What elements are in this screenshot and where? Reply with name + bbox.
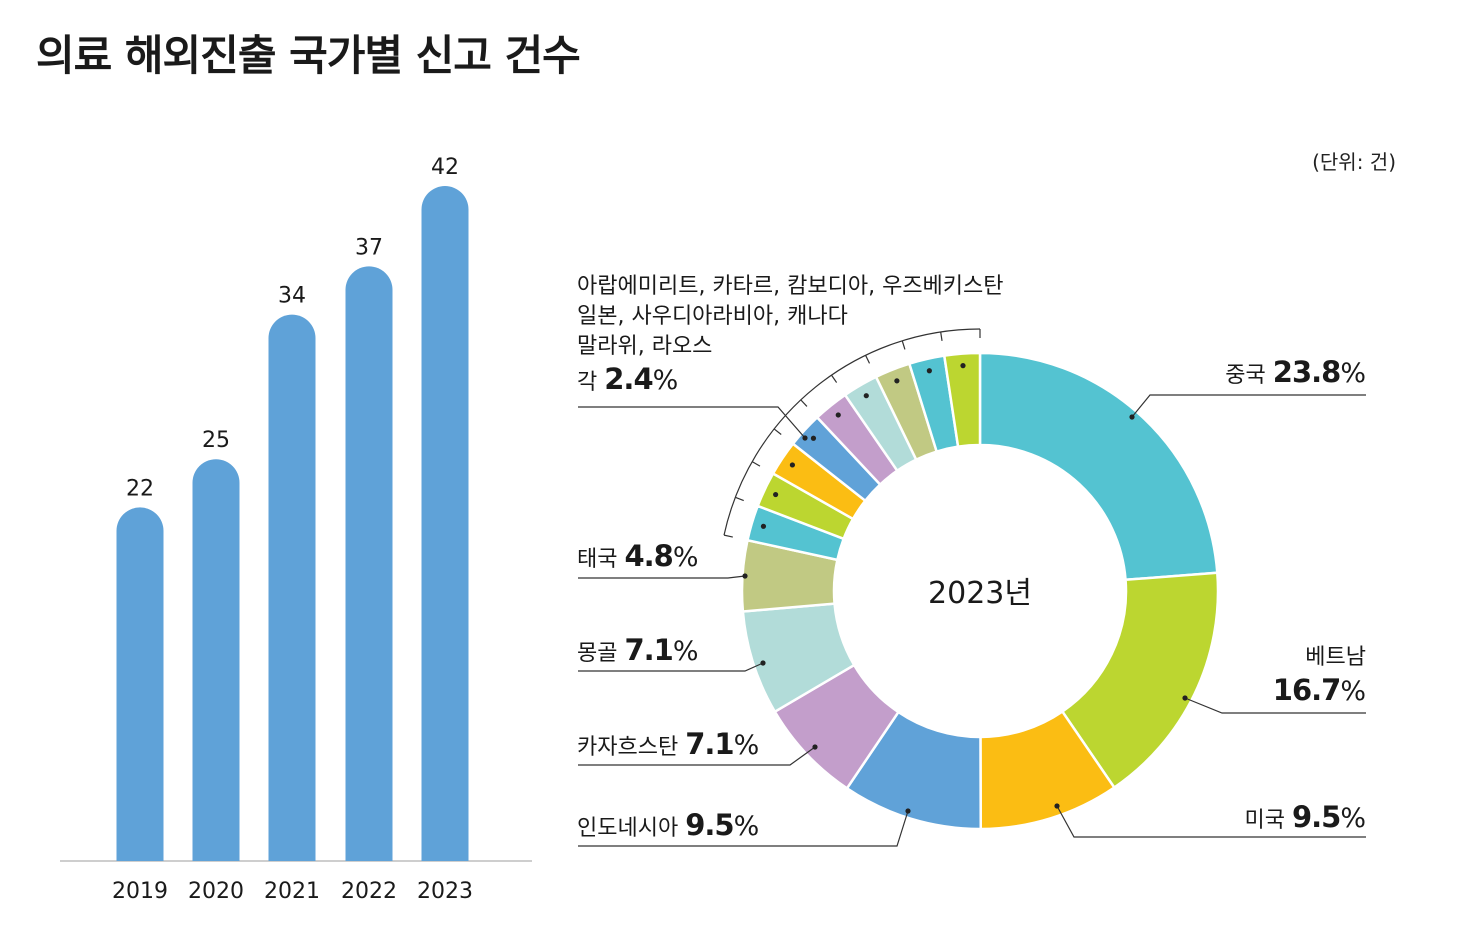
leader-line-thailand — [578, 575, 746, 579]
bar-value-label: 22 — [126, 476, 154, 501]
group-bracket-tick — [735, 496, 744, 502]
group-label: 아랍에미리트, 카타르, 캄보디아, 우즈베키스탄 일본, 사우디아라비아, 캐… — [577, 272, 1004, 398]
leader-dot — [773, 491, 779, 498]
label-pct: 16.7 — [1272, 673, 1342, 707]
leader-line-vietnam — [1184, 697, 1366, 714]
leader-dot — [812, 744, 818, 750]
leader-dot — [894, 378, 900, 384]
leader-dot — [926, 368, 932, 374]
label-usa: 미국 9.5% — [1150, 803, 1366, 835]
label-name: 미국 — [1244, 808, 1285, 833]
group-bracket-tick — [751, 461, 761, 467]
label-mongolia: 몽골 7.1% — [577, 636, 699, 668]
label-pct: 9.5 — [1291, 800, 1341, 834]
label-name: 인도네시아 — [577, 816, 679, 841]
group-bracket-tick — [723, 534, 733, 538]
group-bracket-tick — [831, 374, 838, 383]
unit-label: (단위: 건) — [1312, 150, 1396, 174]
leader-dot — [789, 462, 796, 468]
label-thailand: 태국 4.8% — [577, 542, 699, 574]
page-title: 의료 해외진출 국가별 신고 건수 — [36, 31, 581, 80]
percent-sign: % — [652, 365, 679, 396]
percent-sign: % — [1340, 358, 1366, 389]
label-name: 중국 — [1225, 363, 1266, 388]
group-bracket-tick — [940, 331, 943, 341]
label-vietnam: 베트남 16.7% — [1200, 642, 1366, 710]
label-name: 카자흐스탄 — [577, 735, 679, 760]
slice-아랍에미리트 — [942, 351, 982, 449]
bar-2022 — [345, 266, 393, 861]
group-bracket-tick — [865, 355, 871, 364]
label-pct: 7.1 — [624, 633, 673, 667]
bar-2021 — [268, 314, 316, 862]
bar-value-label: 42 — [431, 155, 459, 180]
label-kazakhstan: 카자흐스탄 7.1% — [577, 730, 759, 762]
group-label-line: 아랍에미리트, 카타르, 캄보디아, 우즈베키스탄 — [577, 274, 1004, 299]
leader-line-usa — [1056, 805, 1366, 838]
group-label-line: 일본, 사우디아라비아, 캐나다 — [577, 304, 848, 329]
leader-dot — [742, 573, 748, 579]
bar-value-label: 25 — [202, 428, 230, 453]
leader-dot — [1129, 414, 1135, 420]
leader-line-china — [1131, 394, 1366, 418]
leader-dot — [1182, 695, 1188, 701]
x-tick-label: 2019 — [112, 879, 168, 904]
label-pct: 7.1 — [685, 727, 734, 761]
percent-sign: % — [672, 542, 699, 573]
label-pct: 23.8 — [1272, 355, 1342, 389]
x-tick-label: 2023 — [417, 879, 473, 904]
leader-dot — [863, 393, 869, 399]
percent-sign: % — [733, 730, 760, 761]
leader-line-indonesia — [578, 810, 909, 847]
slice-중국 — [978, 351, 1219, 582]
leader-dot — [960, 363, 966, 369]
bar-value-label: 34 — [278, 284, 306, 309]
leader-dot — [810, 435, 817, 441]
leader-dot — [760, 523, 767, 529]
leader-dot — [905, 808, 911, 814]
leader-dot — [1054, 803, 1060, 809]
leader-line-kazakhstan — [578, 746, 816, 766]
bar-2020 — [192, 459, 240, 861]
group-bracket — [723, 328, 981, 536]
leader-line-mongolia — [578, 662, 764, 672]
label-name: 베트남 — [1305, 645, 1366, 670]
group-label-line: 말라위, 라오스 — [577, 334, 713, 359]
x-tick-label: 2021 — [264, 879, 320, 904]
label-china: 중국 23.8% — [1150, 358, 1366, 390]
bar-2023 — [421, 186, 469, 861]
percent-sign: % — [733, 811, 760, 842]
bar-2019 — [116, 507, 164, 861]
percent-sign: % — [672, 636, 699, 667]
label-name: 몽골 — [577, 641, 618, 666]
label-name: 태국 — [577, 547, 618, 572]
label-pct: 9.5 — [685, 808, 734, 842]
leader-dot — [802, 435, 808, 441]
group-bracket-tick — [901, 340, 906, 350]
label-pct: 4.8 — [624, 539, 673, 573]
group-bracket-tick — [773, 428, 782, 435]
label-indonesia: 인도네시아 9.5% — [577, 811, 759, 843]
bar-value-label: 37 — [355, 235, 383, 260]
x-tick-label: 2022 — [341, 879, 397, 904]
percent-sign: % — [1340, 676, 1366, 707]
group-bracket-tick — [800, 399, 808, 407]
percent-sign: % — [1340, 803, 1366, 834]
leader-line-group — [578, 406, 806, 439]
donut-center-label: 2023년 — [928, 576, 1032, 611]
group-label-prefix: 각 — [577, 370, 598, 395]
group-label-pct: 2.4 — [604, 362, 653, 396]
leader-dot — [760, 660, 766, 666]
leader-dot — [835, 412, 841, 418]
x-tick-label: 2020 — [188, 879, 244, 904]
